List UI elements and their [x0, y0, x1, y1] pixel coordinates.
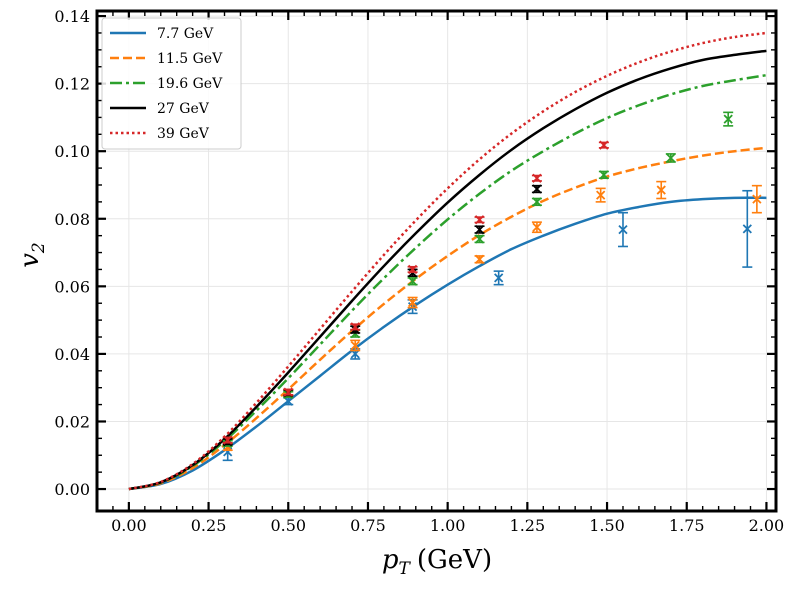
x-marker: [223, 435, 233, 445]
data-point-39-gev: [407, 264, 418, 275]
x-marker: [532, 184, 542, 194]
x-marker: [666, 153, 676, 163]
data-point-11-5-gev: [474, 254, 485, 264]
x-axis-label-main: p: [382, 545, 399, 575]
data-point-7-7-gev: [742, 189, 753, 268]
x-marker: [599, 140, 609, 150]
y-tick-label: 0.04: [54, 345, 90, 364]
y-tick-label: 0.06: [54, 277, 90, 296]
x-marker: [474, 234, 485, 244]
x-tick-label: 0.25: [191, 516, 227, 535]
x-tick-label: 1.25: [510, 516, 546, 535]
x-marker: [494, 273, 504, 283]
curve-11-5-gev: [128, 146, 767, 491]
x-tick-label: 1.75: [669, 516, 705, 535]
y-tick-label: 0.08: [54, 210, 90, 229]
y-tick-label: 0.14: [54, 7, 90, 26]
plot-frame: [95, 9, 778, 513]
data-point-39-gev: [283, 387, 294, 397]
x-marker: [350, 322, 360, 332]
y-axis-label-sub: 2: [29, 242, 49, 254]
curve-27-gev: [128, 49, 767, 491]
x-marker: [283, 387, 293, 397]
x-marker: [407, 276, 418, 286]
data-point-11-5-gev: [531, 221, 542, 234]
data-point-19-6-gev: [474, 234, 485, 244]
x-tick-label: 0.00: [111, 516, 147, 535]
data-point-7-7-gev: [617, 211, 628, 248]
grid-lines: [97, 11, 776, 511]
curve-7-7-gev: [128, 196, 767, 491]
data-point-19-6-gev: [665, 153, 676, 163]
x-tick-label: 0.75: [350, 516, 386, 535]
data-point-27-gev: [474, 224, 485, 235]
x-marker: [407, 264, 418, 275]
x-marker: [656, 185, 666, 195]
data-point-19-6-gev: [531, 197, 542, 207]
data-point-39-gev: [531, 173, 542, 183]
data-point-19-6-gev: [723, 111, 734, 127]
data-point-11-5-gev: [350, 339, 361, 352]
x-marker: [532, 222, 542, 232]
data-point-39-gev: [474, 215, 485, 225]
x-marker: [283, 396, 293, 406]
data-point-11-5-gev: [595, 187, 606, 203]
x-axis-label-unit: (GeV): [417, 545, 492, 575]
data-point-7-7-gev: [493, 270, 504, 286]
x-marker: [618, 224, 628, 235]
x-marker: [532, 197, 542, 207]
x-marker: [752, 194, 762, 204]
data-point-11-5-gev: [656, 180, 667, 200]
y-tick-labels: 0.00 0.02 0.04 0.06 0.08 0.10 0.12 0.14: [54, 7, 90, 499]
legend-box: [101, 17, 242, 150]
data-point-39-gev: [598, 140, 609, 150]
x-marker: [723, 114, 733, 124]
legend-label-39: 39 GeV: [157, 126, 210, 142]
data-point-11-5-gev: [751, 184, 762, 214]
legend-label-7-7: 7.7 GeV: [157, 26, 214, 42]
data-points: [222, 111, 762, 462]
data-point-27-gev: [531, 184, 542, 194]
x-marker: [599, 170, 609, 180]
y-tick-label: 0.00: [54, 480, 90, 499]
x-marker: [596, 190, 606, 200]
data-point-19-6-gev: [598, 170, 609, 180]
legend-label-27: 27 GeV: [157, 101, 210, 117]
x-marker: [474, 215, 485, 225]
x-tick-label: 0.50: [270, 516, 306, 535]
legend: 7.7 GeV 11.5 GeV 19.6 GeV 27 GeV 39 GeV: [101, 17, 242, 150]
x-tick-label: 1.00: [430, 516, 466, 535]
x-marker: [407, 297, 418, 308]
x-tick-labels: 0.00 0.25 0.50 0.75 1.00 1.25 1.50 1.75 2.00: [111, 516, 784, 535]
curve-39-gev: [128, 31, 767, 491]
legend-label-19-6: 19.6 GeV: [157, 76, 223, 92]
x-marker: [474, 224, 485, 235]
x-axis-label: pT (GeV): [382, 545, 492, 579]
x-axis-label-sub: T: [399, 559, 412, 579]
x-tick-label: 2.00: [749, 516, 785, 535]
data-point-39-gev: [350, 322, 361, 332]
y-axis-label-main: v: [15, 253, 45, 268]
x-marker: [350, 340, 360, 351]
y-tick-label: 0.12: [54, 75, 90, 94]
curve-19-6-gev: [128, 73, 767, 491]
model-curves: [128, 31, 767, 491]
x-marker: [474, 254, 485, 264]
data-point-19-6-gev: [407, 276, 418, 286]
legend-label-11-5: 11.5 GeV: [157, 51, 223, 67]
x-marker: [532, 173, 542, 183]
y-tick-label: 0.02: [54, 412, 90, 431]
x-tick-label: 1.50: [589, 516, 625, 535]
y-tick-label: 0.10: [54, 142, 90, 161]
y-axis-label: v2: [15, 242, 49, 268]
x-marker: [742, 224, 752, 234]
data-point-39-gev: [222, 435, 233, 445]
data-point-11-5-gev: [407, 296, 418, 309]
